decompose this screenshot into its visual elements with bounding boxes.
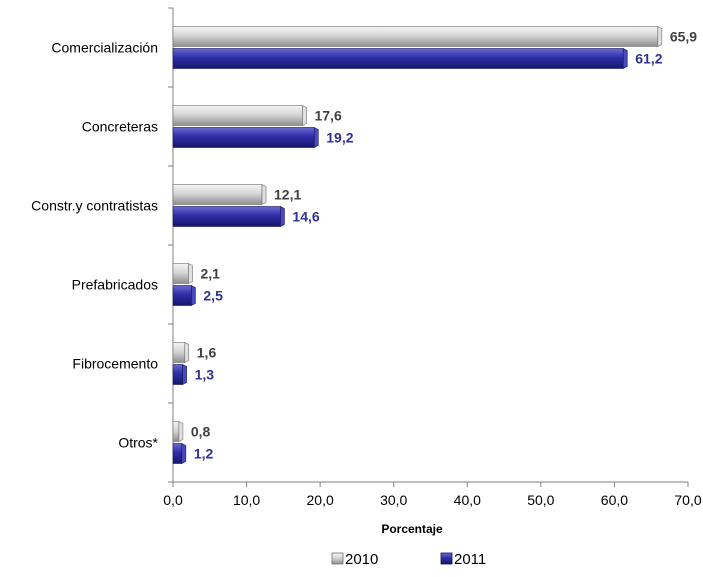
category-label: Fibrocemento (72, 356, 158, 372)
bar-end-cap (622, 48, 628, 69)
bar-end-cap (178, 421, 184, 442)
bar-end-cap (280, 206, 285, 227)
value-label-2011: 1,2 (194, 446, 214, 462)
value-label-2010: 12,1 (274, 187, 301, 203)
bar-end-cap (184, 342, 190, 363)
bar-2010 (172, 342, 186, 363)
legend-label-2010: 2010 (345, 551, 378, 568)
category-label: Prefabricados (72, 277, 158, 293)
category-label: Constr.y contratistas (31, 198, 158, 214)
bar-end-cap (188, 263, 193, 284)
value-label-2011: 19,2 (326, 130, 353, 146)
bar-2011 (172, 285, 192, 306)
value-label-2011: 1,3 (195, 367, 215, 383)
value-label-2010: 1,6 (197, 345, 217, 361)
plot-area: 0,0 10,0 20,0 30,0 40,0 50,0 60,0 70,0 Comercial… (31, 7, 702, 508)
value-label-2010: 65,9 (670, 29, 697, 45)
value-label-2010: 2,1 (200, 266, 220, 282)
category-label: Comercialización (51, 40, 158, 56)
bar-2010 (172, 105, 303, 126)
x-tick-label: 50,0 (527, 492, 554, 508)
legend-label-2011: 2011 (454, 551, 486, 568)
category-label: Concreteras (82, 119, 158, 135)
legend-swatch-2011 (440, 552, 453, 565)
bar-end-cap (657, 26, 663, 47)
x-tick-label: 40,0 (454, 492, 481, 508)
bar-2011 (172, 364, 183, 385)
value-label-2011: 61,2 (635, 51, 662, 67)
bar-2011 (172, 443, 183, 464)
bar-end-cap (261, 184, 267, 205)
x-tick-label: 60,0 (601, 492, 628, 508)
x-tick-label: 0,0 (163, 492, 183, 508)
value-label-2010: 0,8 (191, 424, 211, 440)
x-tick-label: 70,0 (674, 492, 701, 508)
x-axis-title: Porcentaje (381, 522, 443, 536)
bar-2010 (172, 184, 263, 205)
bar-2011 (172, 206, 281, 227)
bar-end-cap (302, 105, 307, 126)
category-label: Otros* (118, 435, 158, 451)
x-tick-label: 30,0 (380, 492, 407, 508)
x-tick-label: 20,0 (307, 492, 334, 508)
bar-2010 (172, 421, 180, 442)
bar-2011 (172, 127, 315, 148)
value-label-2011: 2,5 (203, 288, 223, 304)
legend: 2010 2011 (331, 551, 486, 568)
bar-2010 (172, 263, 189, 284)
value-label-2010: 17,6 (314, 108, 341, 124)
x-tick-label: 10,0 (233, 492, 260, 508)
bar-2010 (172, 26, 659, 47)
bar-end-cap (313, 127, 319, 148)
bar-end-cap (191, 285, 196, 306)
legend-swatch-2010 (331, 552, 344, 565)
value-label-2011: 14,6 (292, 209, 319, 225)
bar-end-cap (181, 443, 187, 464)
bar-2011 (172, 48, 624, 69)
bar-end-cap (182, 364, 187, 385)
